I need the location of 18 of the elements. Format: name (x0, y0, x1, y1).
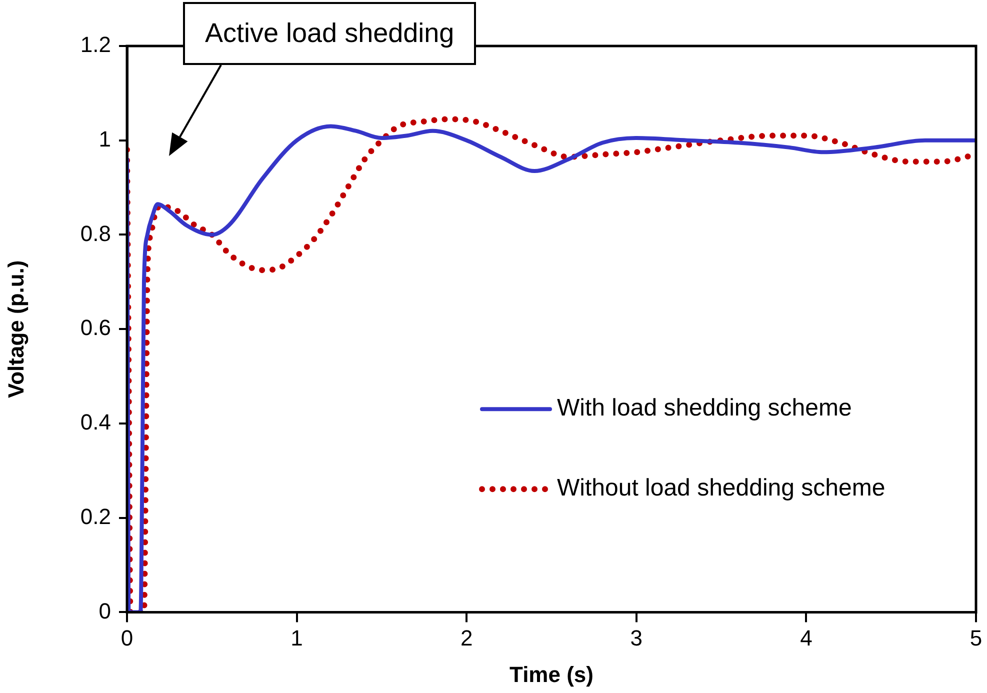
y-tick-label: 0.8 (80, 220, 111, 246)
x-tick-label: 2 (460, 625, 473, 650)
y-tick-label: 0.2 (80, 504, 111, 529)
x-tick-label: 3 (630, 625, 643, 650)
y-axis-title: Voltage (p.u.) (3, 260, 28, 398)
y-tick-label: 1 (98, 126, 111, 152)
x-tick-label: 5 (970, 625, 982, 650)
x-tick-label: 1 (290, 625, 303, 650)
y-tick-label: 1.2 (80, 32, 111, 58)
y-tick-label: 0 (98, 598, 111, 624)
x-tick-label: 4 (800, 625, 812, 650)
x-tick-label: 0 (120, 625, 134, 650)
legend-label: With load shedding scheme (557, 394, 852, 422)
y-tick-label: 0.6 (80, 315, 111, 340)
annotation: Active load shedding (183, 2, 476, 65)
y-tick-label: 0.4 (80, 410, 111, 435)
x-axis-title: Time (s) (510, 662, 594, 687)
legend-label: Without load shedding scheme (557, 474, 886, 502)
